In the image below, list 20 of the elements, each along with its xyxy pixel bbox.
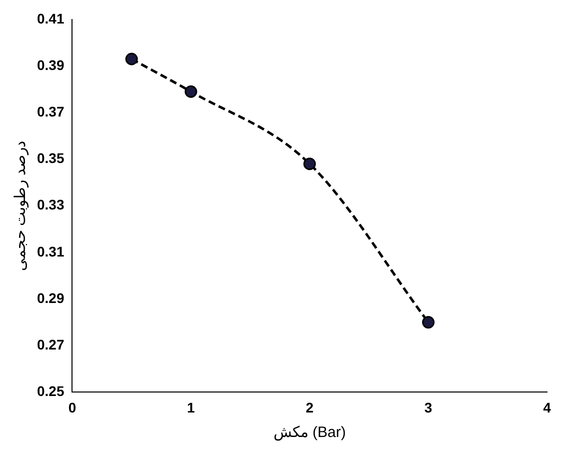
- point: [125, 52, 138, 66]
- y-tick-label: 0.31: [37, 243, 64, 260]
- y-tick-label: 0.41: [37, 10, 64, 26]
- y-tick-label: 0.25: [37, 383, 64, 400]
- y-tick-label: 0.35: [37, 150, 64, 166]
- x-tick-label: 1: [187, 399, 196, 416]
- x-tick-label: 3: [424, 399, 432, 416]
- x-axis-title: مکش (Bar): [273, 424, 346, 442]
- y-tick-label: 0.29: [37, 290, 64, 306]
- x-tick-label: 2: [306, 399, 314, 416]
- point: [303, 158, 316, 170]
- y-tick-label: 0.33: [37, 196, 64, 213]
- x-tick-label: 4: [543, 399, 552, 416]
- y-axis-title: درصد رطوبت حجمی: [12, 140, 30, 271]
- y-tick-label: 0.37: [37, 103, 64, 120]
- point: [184, 85, 198, 98]
- x-tick-label: 0: [68, 399, 76, 416]
- y-tick-label: 0.27: [37, 336, 64, 352]
- y-tick-label: 0.39: [37, 56, 64, 73]
- point: [422, 316, 435, 329]
